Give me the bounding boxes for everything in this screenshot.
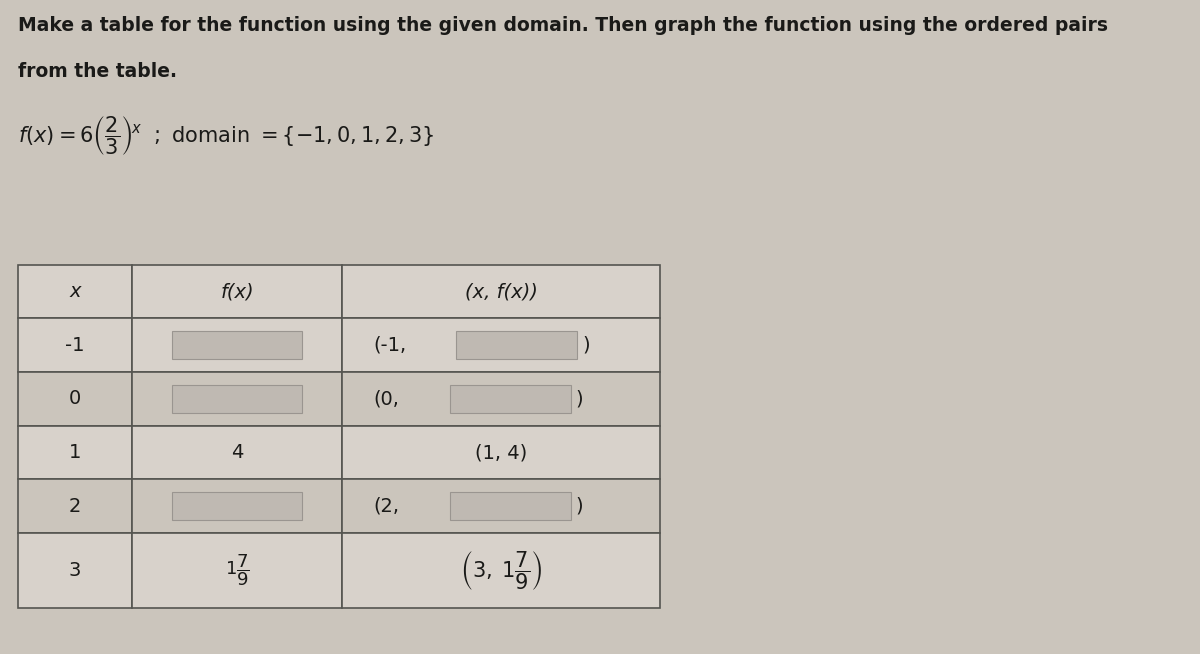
Text: (-1,: (-1, (374, 336, 407, 355)
Text: $f(x)=6\left(\dfrac{2}{3}\right)^{\!x}$  $;$ domain $= \{-1, 0, 1, 2, 3\}$: $f(x)=6\left(\dfrac{2}{3}\right)^{\!x}$ … (18, 114, 434, 158)
Text: f(x): f(x) (220, 282, 254, 301)
Text: 2: 2 (68, 496, 82, 516)
Text: (x, f(x)): (x, f(x)) (464, 282, 538, 301)
Text: x: x (70, 282, 80, 301)
Text: (1, 4): (1, 4) (475, 443, 527, 462)
Text: 3: 3 (68, 561, 82, 580)
Text: 4: 4 (230, 443, 244, 462)
Text: $1\dfrac{7}{9}$: $1\dfrac{7}{9}$ (224, 553, 250, 589)
Text: (2,: (2, (374, 496, 400, 516)
Text: (0,: (0, (374, 389, 400, 409)
Text: 0: 0 (68, 389, 82, 409)
Text: ): ) (582, 336, 589, 355)
Text: 1: 1 (68, 443, 82, 462)
Text: ): ) (576, 389, 583, 409)
Text: ): ) (576, 496, 583, 516)
Text: $\left(3,\;1\dfrac{7}{9}\right)$: $\left(3,\;1\dfrac{7}{9}\right)$ (460, 549, 542, 592)
Text: -1: -1 (65, 336, 85, 355)
Text: from the table.: from the table. (18, 62, 178, 81)
Text: Make a table for the function using the given domain. Then graph the function us: Make a table for the function using the … (18, 16, 1108, 35)
